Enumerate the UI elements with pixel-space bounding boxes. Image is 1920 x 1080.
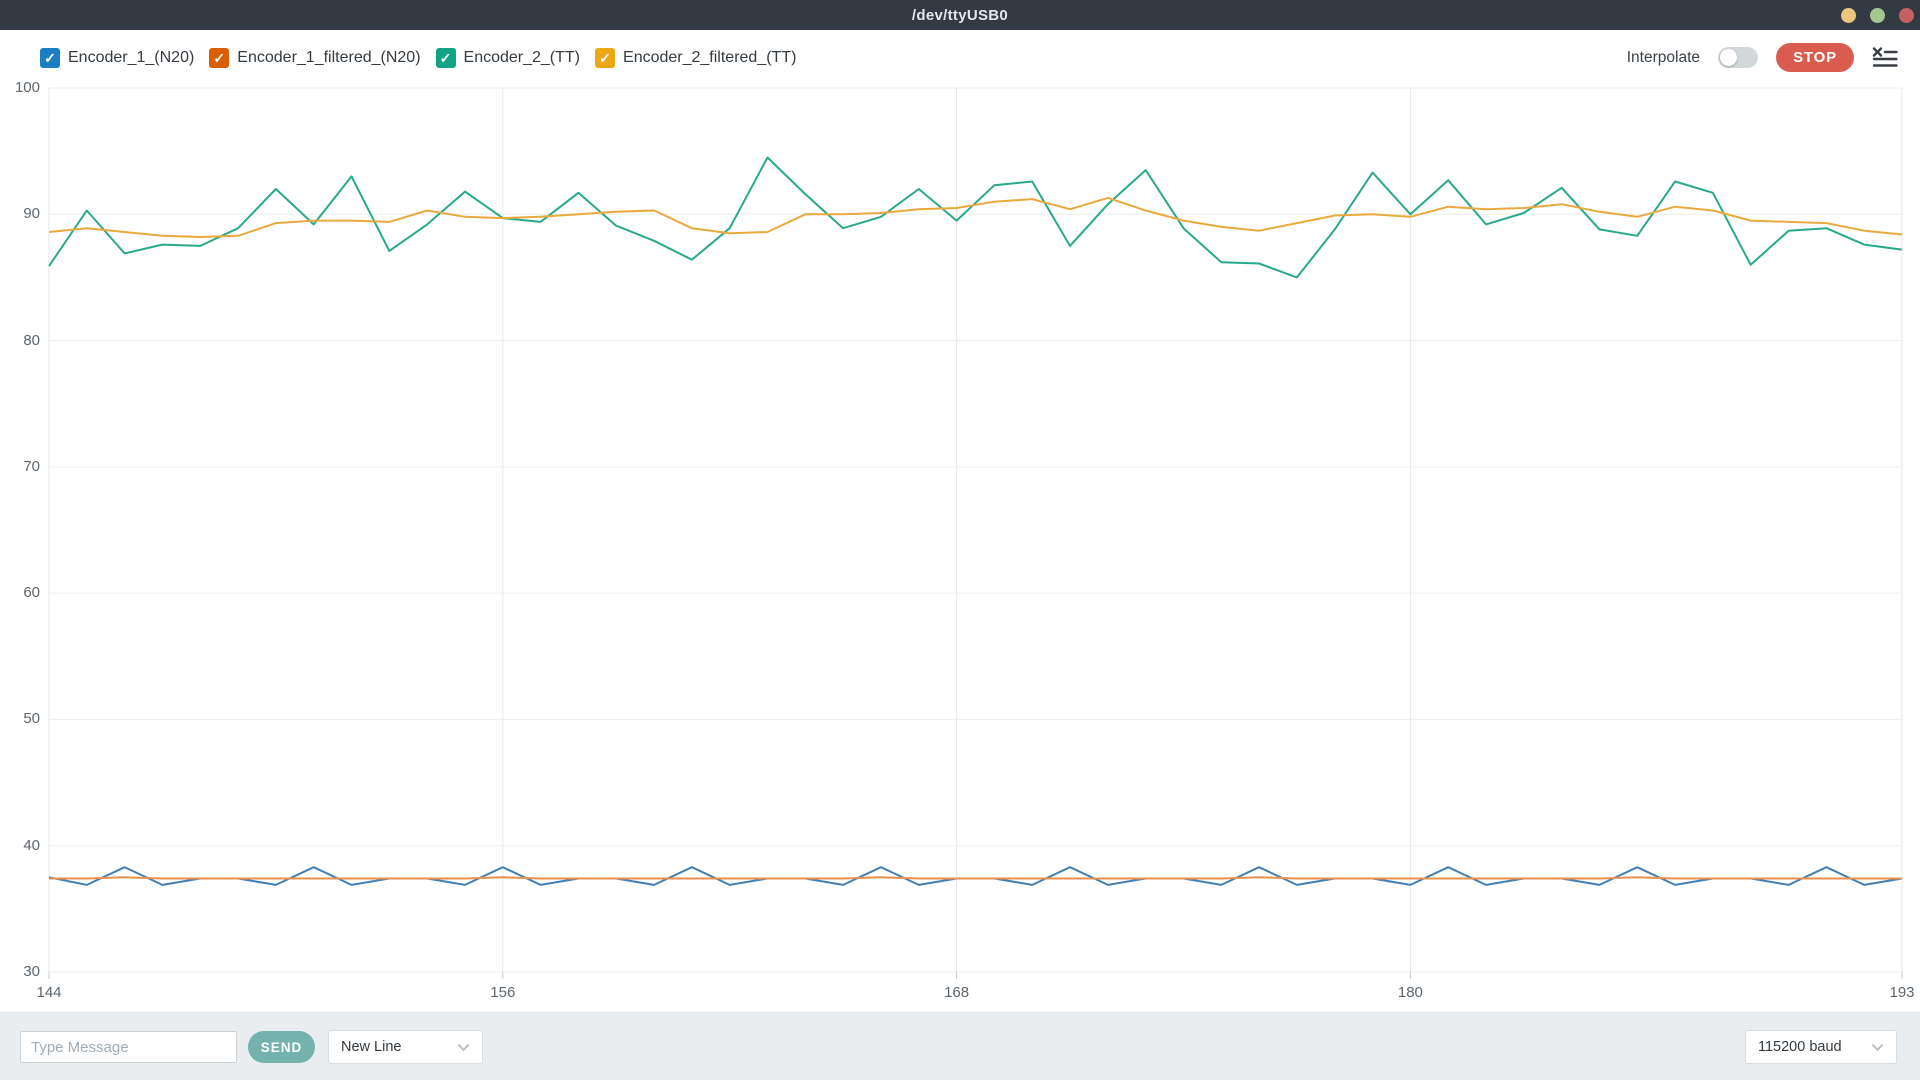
minimize-button[interactable]	[1841, 7, 1856, 23]
baud-rate-value: 115200 baud	[1758, 1039, 1842, 1055]
title-bar: /dev/ttyUSB0	[0, 0, 1920, 30]
series-toggle-encoder-2-filtered[interactable]: ✓ Encoder_2_filtered_(TT)	[595, 47, 797, 68]
x-tick-label: 193	[1889, 984, 1915, 1001]
message-bar: SEND New Line 115200 baud	[0, 1012, 1920, 1080]
y-tick-label: 50	[23, 710, 40, 728]
toggle-knob	[1720, 49, 1737, 66]
series-label: Encoder_2_(TT)	[463, 48, 581, 66]
plot-area[interactable]: 30 40 50 60 70 80 90 100 144 156 168 180 193	[0, 79, 1920, 1012]
chevron-down-icon	[1871, 1043, 1884, 1051]
x-tick-label: 156	[490, 984, 516, 1001]
y-tick-label: 90	[23, 205, 40, 223]
toolbar-right-controls: Interpolate STOP	[1627, 30, 1898, 85]
series-label: Encoder_2_filtered_(TT)	[623, 48, 797, 66]
baud-rate-select[interactable]: 115200 baud	[1745, 1030, 1897, 1064]
x-tick-label: 168	[944, 984, 970, 1001]
clear-list-icon[interactable]	[1872, 46, 1898, 69]
series-line-Encoder_1_filtered_(N20)	[49, 876, 1902, 880]
plot-canvas	[48, 87, 1903, 979]
close-button[interactable]	[1899, 7, 1914, 23]
stop-button[interactable]: STOP	[1776, 43, 1854, 72]
y-tick-label: 40	[23, 836, 40, 854]
maximize-button[interactable]	[1870, 7, 1885, 23]
chevron-down-icon	[457, 1043, 470, 1051]
series-line-Encoder_2_filtered_(TT)	[48, 196, 1903, 238]
series-toggle-encoder-1[interactable]: ✓ Encoder_1_(N20)	[40, 47, 195, 68]
series-label: Encoder_1_filtered_(N20)	[237, 48, 421, 66]
interpolate-toggle[interactable]	[1718, 47, 1758, 68]
x-tick-label: 144	[36, 984, 62, 1001]
checkbox-checked-icon[interactable]: ✓	[595, 47, 616, 68]
interpolate-label: Interpolate	[1626, 48, 1700, 66]
series-toggle-encoder-1-filtered[interactable]: ✓ Encoder_1_filtered_(N20)	[209, 47, 421, 68]
line-ending-select[interactable]: New Line	[328, 1030, 483, 1064]
window-controls	[1841, 0, 1914, 30]
series-line-Encoder_1_(N20)	[48, 866, 1903, 886]
checkbox-checked-icon[interactable]: ✓	[209, 47, 230, 68]
toolbar: ✓ Encoder_1_(N20) ✓ Encoder_1_filtered_(…	[0, 30, 1920, 85]
checkbox-checked-icon[interactable]: ✓	[40, 47, 60, 68]
series-line-Encoder_2_(TT)	[48, 156, 1903, 279]
series-legend: ✓ Encoder_1_(N20) ✓ Encoder_1_filtered_(…	[40, 30, 796, 85]
send-button[interactable]: SEND	[248, 1031, 315, 1063]
y-tick-label: 60	[23, 584, 40, 602]
window-title: /dev/ttyUSB0	[911, 6, 1009, 24]
series-label: Encoder_1_(N20)	[68, 48, 195, 66]
y-tick-label: 30	[23, 963, 40, 980]
x-tick-label: 180	[1397, 984, 1423, 1001]
y-tick-label: 100	[14, 79, 40, 96]
checkbox-checked-icon[interactable]: ✓	[435, 47, 456, 68]
message-input[interactable]	[20, 1031, 237, 1063]
line-ending-value: New Line	[341, 1039, 402, 1055]
series-toggle-encoder-2[interactable]: ✓ Encoder_2_(TT)	[435, 47, 581, 68]
y-tick-label: 80	[23, 331, 40, 349]
y-tick-label: 70	[23, 457, 40, 475]
